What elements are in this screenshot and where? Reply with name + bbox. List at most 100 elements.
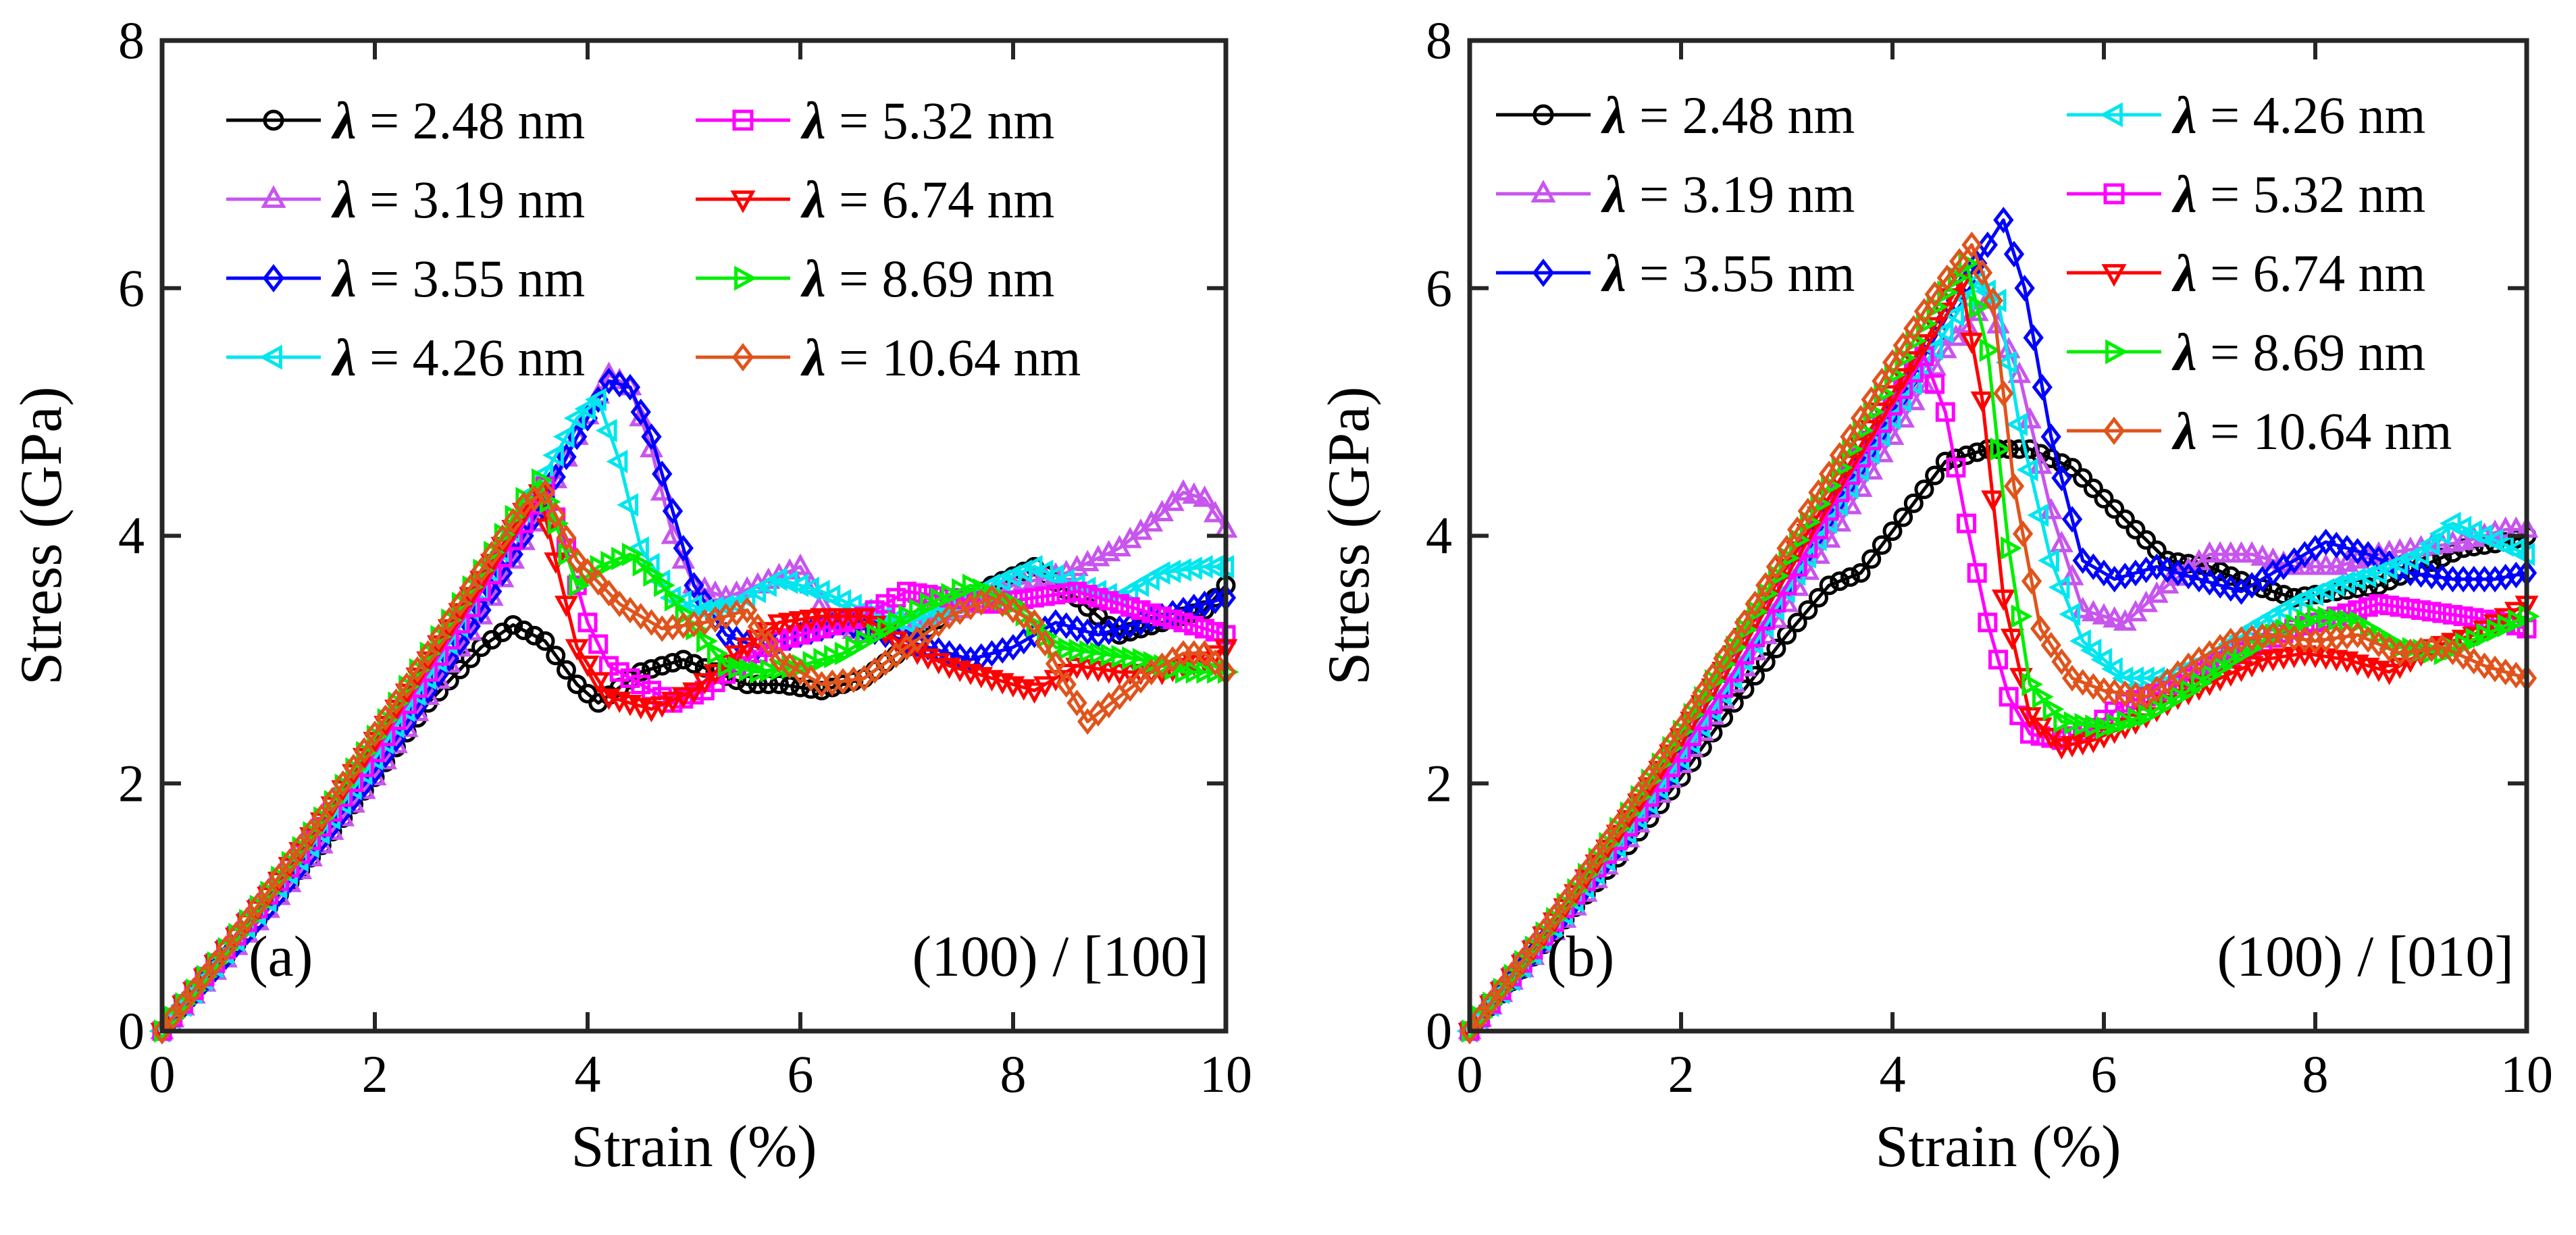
data-point: [1182, 482, 1206, 504]
data-point: [950, 643, 971, 670]
data-point: [717, 654, 740, 678]
legend-marker: [2101, 264, 2127, 287]
data-point: [662, 498, 684, 525]
data-point: [737, 596, 758, 624]
data-point: [1766, 553, 1787, 581]
data-point: [2001, 536, 2022, 560]
data-point: [546, 646, 566, 666]
data-point: [2085, 714, 2107, 738]
data-point: [2093, 559, 2115, 587]
data-point: [575, 655, 600, 677]
legend-value: =: [1626, 165, 1682, 224]
data-point: [2028, 717, 2053, 739]
lambda-symbol: λ: [331, 91, 357, 150]
data-point: [1936, 264, 1958, 292]
orientation-label: (100) / [100]: [912, 924, 1209, 989]
data-point: [2007, 361, 2032, 384]
data-point: [2347, 621, 2368, 648]
data-point: [2126, 519, 2146, 540]
legend-value: =: [2197, 86, 2253, 144]
data-point: [503, 615, 523, 635]
data-point: [1681, 697, 1702, 724]
legend-marker: [1532, 104, 1554, 126]
data-point: [557, 660, 576, 680]
data-point: [1533, 918, 1554, 945]
legend-value: =: [357, 328, 413, 387]
y-tick-label: 8: [118, 11, 145, 70]
data-point: [1171, 479, 1195, 501]
data-point: [449, 590, 471, 617]
legend-item: λ = 6.74 nm: [2067, 244, 2425, 303]
data-point: [684, 572, 704, 599]
data-point: [2190, 671, 2213, 695]
legend-value: =: [826, 91, 882, 150]
data-point: [1995, 350, 2017, 375]
data-point: [1079, 639, 1101, 664]
x-tick-label: 6: [788, 1045, 814, 1103]
data-point: [2296, 609, 2318, 633]
data-point: [962, 573, 984, 598]
data-point: [2411, 600, 2431, 621]
data-point: [1808, 587, 1828, 608]
data-point: [1544, 903, 1565, 930]
data-point: [2060, 736, 2084, 758]
series-10-64-nm: [1459, 231, 2538, 1045]
data-point: [1160, 490, 1185, 511]
data-point: [1194, 590, 1215, 618]
legend-value-number: 4.26 nm: [413, 328, 586, 387]
data-point: [1480, 989, 1501, 1016]
data-point: [650, 696, 674, 718]
legend-marker: [732, 109, 754, 131]
data-point: [739, 658, 761, 682]
data-point: [1459, 1018, 1480, 1045]
data-point: [2072, 547, 2093, 574]
data-point: [2115, 562, 2136, 589]
data-point: [2021, 673, 2044, 696]
data-point: [845, 635, 867, 659]
data-point: [226, 920, 247, 948]
data-point: [992, 637, 1013, 664]
lambda-symbol: λ: [2171, 86, 2197, 144]
data-point: [2063, 711, 2086, 735]
data-point: [2388, 657, 2412, 679]
data-point: [930, 587, 952, 611]
data-point: [2270, 598, 2292, 622]
data-point: [1988, 650, 2008, 670]
data-point: [735, 637, 759, 659]
data-point: [2042, 697, 2065, 721]
data-point: [1755, 652, 1776, 673]
data-point: [1981, 490, 2005, 513]
legend-item: λ = 3.55 nm: [1496, 244, 1855, 303]
data-point: [767, 614, 791, 636]
data-point: [1196, 660, 1218, 684]
data-point: [598, 367, 619, 394]
x-tick-label: 4: [575, 1045, 601, 1103]
data-point: [2072, 668, 2093, 696]
series-3-19-nm: [1458, 287, 2539, 1040]
data-point: [2377, 664, 2401, 685]
data-point: [2250, 651, 2275, 673]
data-point: [2083, 553, 2104, 581]
data-point: [706, 641, 729, 666]
data-point: [558, 542, 580, 567]
data-point: [1013, 602, 1034, 630]
x-axis-label: Strain (%): [1875, 1114, 2121, 1180]
data-point: [673, 535, 694, 562]
data-point: [1736, 617, 1758, 641]
data-point: [386, 688, 407, 715]
data-point: [824, 644, 846, 668]
data-point: [694, 609, 715, 636]
legend-label: λ = 5.32 nm: [800, 91, 1054, 150]
data-point: [1993, 207, 2014, 234]
data-point: [2358, 597, 2378, 617]
data-point: [1565, 874, 1586, 901]
legend-value-number: 3.55 nm: [1682, 244, 1855, 303]
data-point: [2003, 240, 2025, 268]
data-point: [439, 606, 460, 634]
data-point: [1111, 644, 1133, 668]
x-tick-label: 2: [362, 1045, 388, 1103]
data-point: [343, 754, 364, 781]
data-point: [2368, 631, 2390, 658]
data-point: [2369, 594, 2389, 614]
data-point: [779, 652, 800, 679]
